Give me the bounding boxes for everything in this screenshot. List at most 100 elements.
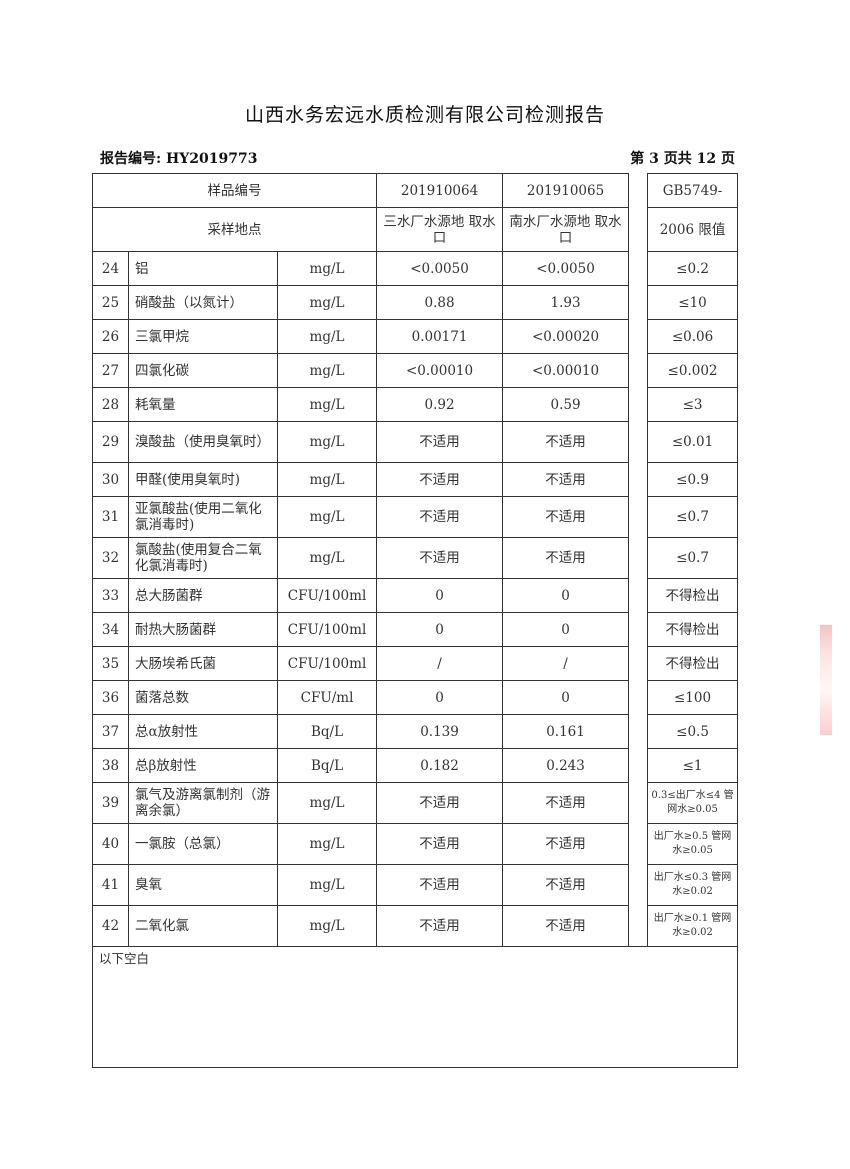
sample1-value: 0.92 bbox=[376, 387, 504, 422]
sample1-value: 0 bbox=[376, 680, 504, 715]
table-row: 32 氯酸盐(使用复合二氧化氯消毒时) mg/L 不适用 不适用 ≤0.7 bbox=[92, 537, 739, 579]
item-name: 耗氧量 bbox=[128, 387, 278, 422]
sample2-id: 201910065 bbox=[502, 173, 630, 208]
limit-value: ≤0.06 bbox=[647, 319, 739, 354]
limit-value: ≤0.5 bbox=[647, 714, 739, 749]
item-number: 41 bbox=[92, 864, 129, 906]
limit-value: 不得检出 bbox=[647, 578, 739, 613]
limit-label: GB5749- bbox=[647, 173, 739, 208]
sample2-value: 0.161 bbox=[502, 714, 630, 749]
sample1-value: 不适用 bbox=[376, 496, 504, 538]
sample2-value: 不适用 bbox=[502, 782, 630, 824]
gap-cell bbox=[628, 496, 649, 538]
item-unit: mg/L bbox=[276, 353, 378, 388]
limit-value: 出厂水≤0.3 管网水≥0.02 bbox=[647, 864, 739, 906]
header-row-location: 采样地点 三水厂水源地 取水口 南水厂水源地 取水口 2006 限值 bbox=[91, 207, 739, 252]
limit-value: ≤3 bbox=[647, 387, 739, 422]
item-name: 菌落总数 bbox=[128, 680, 278, 715]
table-row: 28 耗氧量 mg/L 0.92 0.59 ≤3 bbox=[92, 387, 739, 422]
sample2-value: 0.59 bbox=[502, 387, 630, 422]
limit-value: ≤10 bbox=[647, 285, 739, 320]
gap-cell bbox=[628, 748, 649, 783]
sample2-value: 不适用 bbox=[502, 905, 630, 947]
item-number: 27 bbox=[92, 353, 129, 388]
item-name: 耐热大肠菌群 bbox=[128, 612, 278, 647]
item-unit: Bq/L bbox=[276, 748, 378, 783]
gap-cell bbox=[628, 782, 649, 824]
sample1-value: <0.0050 bbox=[376, 251, 504, 286]
item-unit: mg/L bbox=[276, 421, 378, 463]
item-number: 36 bbox=[92, 680, 129, 715]
table-row: 33 总大肠菌群 CFU/100ml 0 0 不得检出 bbox=[92, 578, 739, 613]
limit-value: ≤1 bbox=[647, 748, 739, 783]
limit-value: ≤0.01 bbox=[647, 421, 739, 463]
limit-value: ≤0.2 bbox=[647, 251, 739, 286]
limit-value: 出厂水≥0.1 管网水≥0.02 bbox=[647, 905, 739, 947]
sample2-value: 0.243 bbox=[502, 748, 630, 783]
item-number: 38 bbox=[92, 748, 129, 783]
stamp-edge bbox=[820, 625, 832, 735]
gap-cell bbox=[628, 251, 649, 286]
gap-cell bbox=[628, 612, 649, 647]
item-name: 总大肠菌群 bbox=[128, 578, 278, 613]
sample2-value: 0 bbox=[502, 680, 630, 715]
item-number: 30 bbox=[92, 462, 129, 497]
table-row: 26 三氯甲烷 mg/L 0.00171 <0.00020 ≤0.06 bbox=[92, 319, 739, 354]
gap-cell bbox=[628, 823, 649, 865]
item-number: 29 bbox=[92, 421, 129, 463]
item-number: 40 bbox=[92, 823, 129, 865]
item-unit: CFU/100ml bbox=[276, 646, 378, 681]
limit-value: 出厂水≥0.5 管网水≥0.05 bbox=[647, 823, 739, 865]
item-name: 三氯甲烷 bbox=[128, 319, 278, 354]
sample1-value: 0.139 bbox=[376, 714, 504, 749]
table-row: 25 硝酸盐（以氮计） mg/L 0.88 1.93 ≤10 bbox=[92, 285, 739, 320]
limit-value: ≤100 bbox=[647, 680, 739, 715]
item-unit: mg/L bbox=[276, 496, 378, 538]
item-number: 35 bbox=[92, 646, 129, 681]
item-name: 一氯胺（总氯） bbox=[128, 823, 278, 865]
table-row: 39 氯气及游离氯制剂（游离余氯） mg/L 不适用 不适用 0.3≤出厂水≤4 管网水≥… bbox=[92, 782, 739, 824]
header-row-sample: 样品编号 201910064 201910065 GB5749- bbox=[91, 173, 739, 252]
results-table: 样品编号 201910064 201910065 GB5749- 采样地点 三水… bbox=[91, 173, 739, 1068]
report-number: 报告编号: HY2019773 bbox=[100, 151, 258, 167]
item-number: 34 bbox=[92, 612, 129, 647]
report-title: 山西水务宏远水质检测有限公司检测报告 bbox=[244, 104, 605, 126]
sample1-location: 三水厂水源地 取水口 bbox=[376, 207, 504, 252]
item-number: 24 bbox=[92, 251, 129, 286]
sample2-value: 不适用 bbox=[502, 537, 630, 579]
item-unit: CFU/100ml bbox=[276, 612, 378, 647]
sample2-value: <0.00020 bbox=[502, 319, 630, 354]
sample2-value: 不适用 bbox=[502, 823, 630, 865]
table-row: 35 大肠埃希氏菌 CFU/100ml / / 不得检出 bbox=[92, 646, 739, 681]
item-name: 亚氯酸盐(使用二氧化氯消毒时) bbox=[128, 496, 278, 538]
limit-value: 0.3≤出厂水≤4 管网水≥0.05 bbox=[647, 782, 739, 824]
sample2-value: 不适用 bbox=[502, 864, 630, 906]
item-name: 总α放射性 bbox=[128, 714, 278, 749]
gap-cell bbox=[628, 421, 649, 463]
sample2-value: <0.0050 bbox=[502, 251, 630, 286]
blank-row: 以下空白 bbox=[91, 946, 739, 1068]
sample2-value: / bbox=[502, 646, 630, 681]
item-unit: mg/L bbox=[276, 251, 378, 286]
item-number: 33 bbox=[92, 578, 129, 613]
sample1-value: <0.00010 bbox=[376, 353, 504, 388]
table-row: 37 总α放射性 Bq/L 0.139 0.161 ≤0.5 bbox=[92, 714, 739, 749]
gap-cell bbox=[628, 462, 649, 497]
item-number: 37 bbox=[92, 714, 129, 749]
table-row: 27 四氯化碳 mg/L <0.00010 <0.00010 ≤0.002 bbox=[92, 353, 739, 388]
gap-cell bbox=[628, 353, 649, 388]
item-unit: mg/L bbox=[276, 537, 378, 579]
limit-value: ≤0.7 bbox=[647, 537, 739, 579]
gap-cell bbox=[628, 864, 649, 906]
gap-cell bbox=[628, 319, 649, 354]
item-number: 42 bbox=[92, 905, 129, 947]
gap-cell bbox=[628, 387, 649, 422]
table-row: 24 铝 mg/L <0.0050 <0.0050 ≤0.2 bbox=[92, 251, 739, 286]
limit-label-2: 2006 限值 bbox=[647, 207, 739, 252]
item-name: 铝 bbox=[128, 251, 278, 286]
blank-note: 以下空白 bbox=[91, 946, 739, 1068]
gap-cell bbox=[628, 714, 649, 749]
sample1-value: 0 bbox=[376, 578, 504, 613]
sample2-value: 0 bbox=[502, 612, 630, 647]
item-unit: CFU/100ml bbox=[276, 578, 378, 613]
